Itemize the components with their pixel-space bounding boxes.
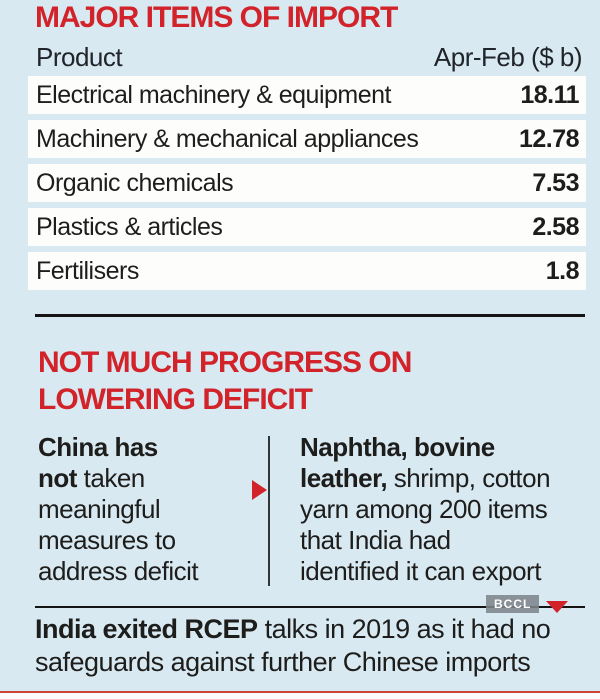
left-col-bold-text: China has [38,432,158,462]
footer-divider [35,606,585,608]
imports-table: Electrical machinery & equipment 18.11 M… [28,76,586,296]
column-header-value: Apr-Feb ($ b) [433,42,583,72]
product-value: 2.58 [532,212,579,241]
table-row: Fertilisers 1.8 [28,252,586,290]
table-row: Organic chemicals 7.53 [28,164,586,202]
table-row: Plastics & articles 2.58 [28,208,586,246]
right-col-bold-text: Naphtha, bovine [300,432,495,462]
left-col-text: meaningful [38,494,161,524]
watermark-badge: BCCL [486,595,540,613]
bottom-strip [0,693,600,699]
right-col-text: yarn among 200 items [300,494,548,524]
section-divider [35,314,585,317]
right-col-text: shrimp, cotton [387,463,551,493]
product-value: 7.53 [532,168,579,197]
right-col-text: identified it can export [300,556,541,586]
deficit-left-column: China has not taken meaningful measures … [38,432,248,587]
imports-section-title: MAJOR ITEMS OF IMPORT [35,1,398,34]
right-col-bold-text: leather, [300,463,388,493]
left-col-text: measures to [38,525,176,555]
table-row: Machinery & mechanical appliances 12.78 [28,120,586,158]
product-name: Fertilisers [36,256,139,285]
deficit-title-line2: LOWERING DEFICIT [38,383,313,416]
footer-bold-text: India exited RCEP [35,614,258,644]
red-arrow-right-icon [252,480,267,500]
table-row: Electrical machinery & equipment 18.11 [28,76,586,114]
product-value: 1.8 [545,256,580,285]
footer-text: safeguards against further Chinese impor… [35,647,531,677]
product-name: Electrical machinery & equipment [36,80,392,109]
left-col-text: taken [76,463,146,493]
footer-text: talks in 2019 as it had no [257,614,551,644]
deficit-section-title: NOT MUCH PROGRESS ON LOWERING DEFICIT [38,344,412,418]
product-name: Organic chemicals [36,168,234,197]
product-name: Plastics & articles [36,212,223,241]
right-col-text: that India had [300,525,451,555]
left-col-text: address deficit [38,556,199,586]
footer-note: India exited RCEP talks in 2019 as it ha… [35,613,590,679]
product-value: 12.78 [518,124,580,153]
deficit-title-line1: NOT MUCH PROGRESS ON [38,346,412,379]
deficit-right-column: Naphtha, bovine leather, shrimp, cotton … [300,432,595,587]
table-header: Product Apr-Feb ($ b) [28,42,586,73]
product-value: 18.11 [520,80,579,109]
column-header-product: Product [36,42,123,72]
left-col-bold-text: not [38,463,77,493]
red-arrow-down-icon [546,601,568,613]
column-divider-rule [268,436,270,586]
bottom-red-rule [0,691,600,693]
product-name: Machinery & mechanical appliances [36,124,419,153]
